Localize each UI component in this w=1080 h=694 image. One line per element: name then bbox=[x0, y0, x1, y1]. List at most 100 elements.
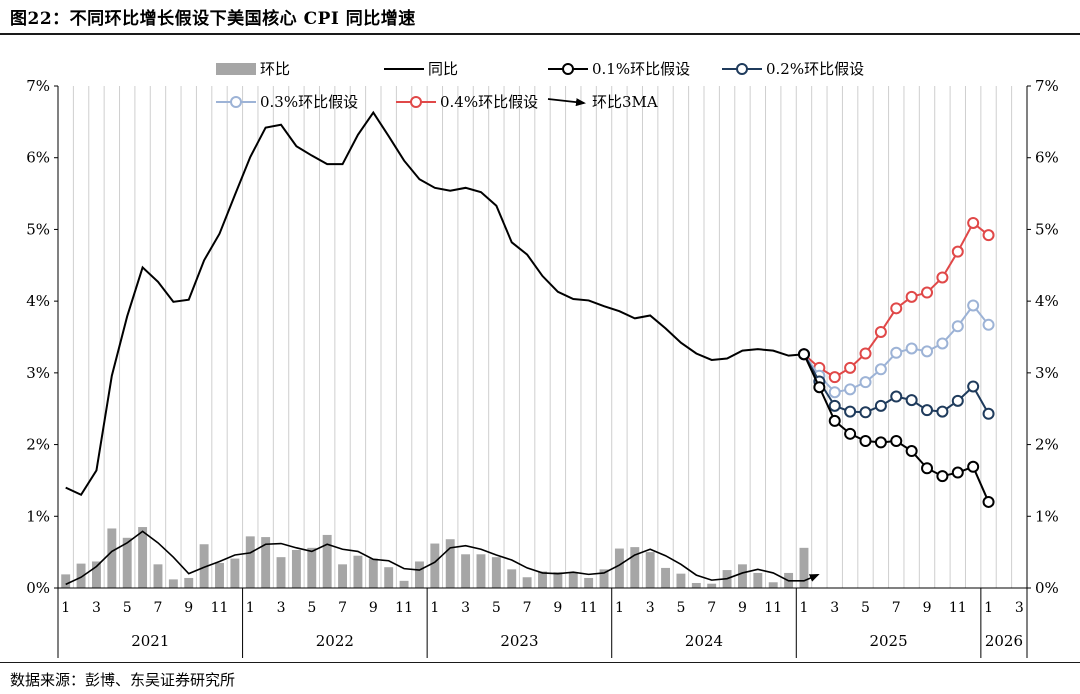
legend-label: 0.2%环比假设 bbox=[766, 60, 864, 78]
mom-bar bbox=[215, 562, 224, 588]
year-label: 2021 bbox=[131, 632, 169, 650]
scenario-marker-s02 bbox=[859, 406, 872, 419]
legend-marker bbox=[230, 96, 242, 108]
legend-label: 0.1%环比假设 bbox=[592, 60, 690, 78]
x-tick-label: 1 bbox=[615, 600, 624, 616]
yoy-line bbox=[65, 110, 805, 497]
x-tick-label: 5 bbox=[861, 600, 870, 616]
scenario-marker-s03 bbox=[874, 363, 887, 376]
scenario-marker-s02 bbox=[982, 407, 995, 420]
mom-bar bbox=[338, 564, 348, 588]
y-tick-label-left: 4% bbox=[26, 292, 50, 310]
scenario-marker-s01 bbox=[890, 434, 903, 447]
scenario-marker-s03 bbox=[859, 376, 872, 389]
legend-label: 0.4%环比假设 bbox=[440, 93, 538, 111]
scenario-marker-s02 bbox=[967, 380, 980, 393]
x-tick-label: 5 bbox=[123, 600, 132, 616]
cpi-chart: 0% 1% 2% 3% 4% 5% 6% 7% 0% 1% 2% 3% 4% 5% 6% 7% 1 3 5 7 9 1… bbox=[26, 60, 1059, 658]
y-axis-left-ticks: 0% 1% 2% 3% 4% 5% 6% 7% bbox=[26, 77, 58, 597]
x-tick-label: 3 bbox=[830, 600, 839, 616]
x-tick-label: 1 bbox=[61, 600, 70, 616]
y-tick-label-right: 2% bbox=[1035, 436, 1059, 454]
y-tick-label-left: 0% bbox=[26, 579, 50, 597]
mom-bar bbox=[553, 572, 563, 588]
mom-bar bbox=[799, 547, 809, 588]
mom-bar bbox=[538, 571, 547, 588]
x-tick-label: 11 bbox=[395, 600, 413, 616]
legend-swatch bbox=[547, 98, 586, 107]
scenario-marker-s01 bbox=[844, 427, 857, 440]
figure-title: 图22：不同环比增长假设下美国核心 CPI 同比增速 bbox=[10, 9, 416, 29]
mom-bar bbox=[153, 564, 163, 588]
scenario-marker-s02 bbox=[828, 399, 841, 412]
scenario-marker-s01 bbox=[982, 495, 995, 508]
scenario-marker-s04 bbox=[844, 361, 857, 374]
legend-marker bbox=[410, 96, 422, 108]
mom-bar bbox=[414, 561, 424, 588]
mom-bar bbox=[599, 569, 609, 588]
x-tick-label: 9 bbox=[553, 600, 562, 616]
scenario-marker-s01 bbox=[797, 348, 810, 361]
mom-bar bbox=[753, 572, 763, 588]
x-tick-label: 3 bbox=[1015, 600, 1024, 616]
x-tick-label: 1 bbox=[246, 600, 255, 616]
x-tick-label: 5 bbox=[676, 600, 685, 616]
scenario-marker-s01 bbox=[828, 414, 841, 427]
mom-bar bbox=[399, 580, 409, 588]
x-tick-label: 1 bbox=[984, 600, 993, 616]
mom-bar bbox=[107, 528, 117, 588]
scenario-marker-s02 bbox=[874, 399, 887, 412]
x-tick-label: 7 bbox=[338, 600, 347, 616]
mom-bar bbox=[168, 579, 178, 588]
mom-bar bbox=[507, 569, 517, 588]
scenario-marker-s01 bbox=[936, 470, 949, 483]
mom-bar bbox=[661, 567, 671, 588]
x-tick-label: 7 bbox=[707, 600, 716, 616]
mom-bar bbox=[230, 558, 240, 588]
legend-item-s02: 0.2%环比假设 bbox=[722, 60, 864, 78]
mom-bar bbox=[430, 543, 440, 588]
legend-label: 同比 bbox=[428, 60, 458, 78]
y-tick-label-right: 4% bbox=[1035, 292, 1059, 310]
mom-bar bbox=[122, 537, 132, 588]
y-tick-label-left: 1% bbox=[26, 507, 50, 525]
x-tick-label: 3 bbox=[646, 600, 655, 616]
scenario-marker-s04 bbox=[982, 229, 995, 242]
scenario-marker-s04 bbox=[921, 286, 934, 299]
x-tick-label: 9 bbox=[369, 600, 378, 616]
legend-item-s03: 0.3%环比假设 bbox=[216, 93, 358, 111]
mom-bar bbox=[291, 549, 301, 588]
y-tick-label-left: 5% bbox=[26, 220, 50, 238]
mom-bar bbox=[707, 583, 717, 588]
y-tick-label-left: 7% bbox=[26, 77, 50, 95]
scenario-marker-s02 bbox=[890, 390, 903, 403]
x-tick-label: 9 bbox=[738, 600, 747, 616]
legend-marker bbox=[736, 63, 748, 75]
y-tick-label-left: 6% bbox=[26, 149, 50, 167]
mom-bar bbox=[476, 554, 486, 588]
mom-bar bbox=[768, 582, 778, 588]
y-tick-label-right: 1% bbox=[1035, 507, 1059, 525]
scenario-marker-s02 bbox=[951, 394, 964, 407]
y-tick-label-left: 2% bbox=[26, 436, 50, 454]
scenario-marker-s04 bbox=[951, 245, 964, 258]
legend-item-yoy: 同比 bbox=[384, 60, 458, 78]
mom-bar bbox=[384, 567, 394, 588]
scenario-marker-s02 bbox=[936, 405, 949, 418]
legend-marker bbox=[562, 63, 574, 75]
x-tick-label: 5 bbox=[307, 600, 316, 616]
scenario-marker-s02 bbox=[905, 394, 918, 407]
x-tick-label: 1 bbox=[800, 600, 809, 616]
scenario-marker-s03 bbox=[828, 386, 841, 399]
year-label: 2026 bbox=[985, 632, 1023, 650]
mom-bar bbox=[61, 574, 71, 588]
mom-bars bbox=[61, 527, 809, 588]
scenario-marker-s03 bbox=[890, 346, 903, 359]
axes bbox=[57, 86, 1028, 589]
scenario-marker-s03 bbox=[967, 299, 980, 312]
mom-bar bbox=[614, 548, 624, 588]
x-tick-label: 11 bbox=[764, 600, 782, 616]
bottom-divider bbox=[0, 662, 1080, 663]
source-note: 数据来源：彭博、东吴证券研究所 bbox=[10, 671, 236, 689]
mom-bar bbox=[76, 563, 86, 588]
